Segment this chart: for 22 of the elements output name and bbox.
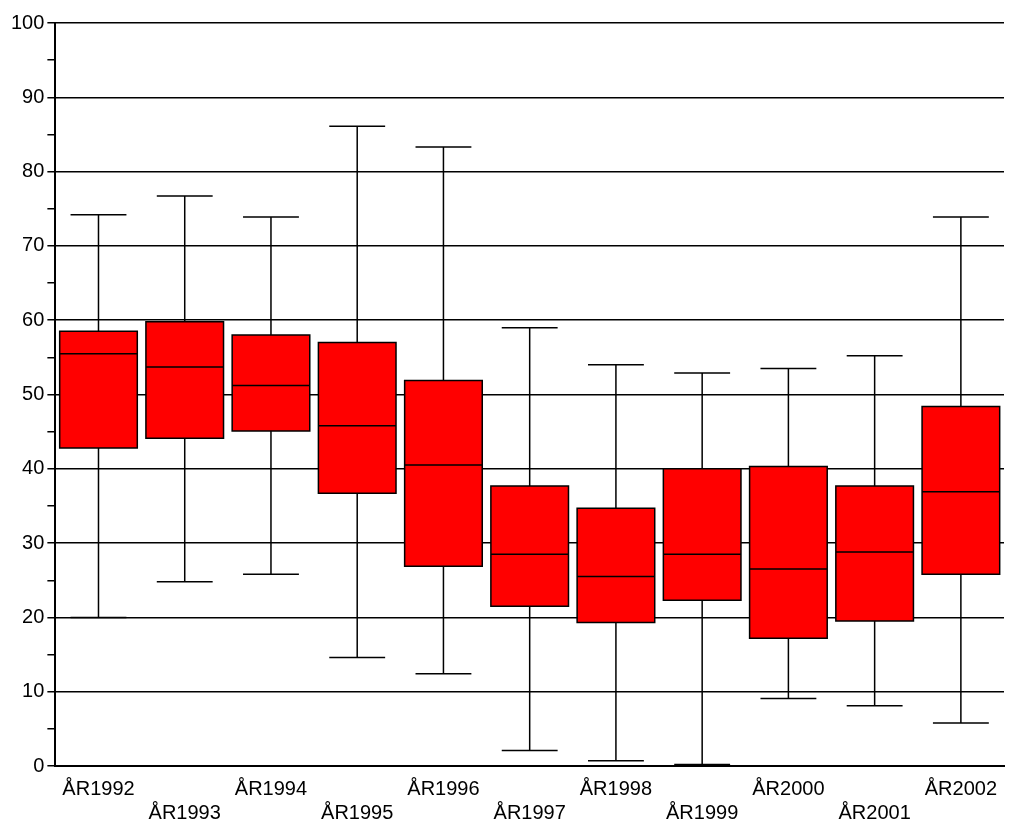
x-tick-label: ÅR1994 bbox=[234, 776, 308, 799]
y-tick-label: 20 bbox=[22, 604, 45, 627]
y-tick-label: 70 bbox=[22, 233, 45, 256]
x-tick-label: ÅR1995 bbox=[321, 800, 394, 823]
x-tick-label: ÅR1992 bbox=[62, 776, 135, 799]
y-tick-label: 40 bbox=[22, 456, 45, 479]
x-tick-label: ÅR2001 bbox=[838, 800, 911, 823]
x-tick-label: ÅR1996 bbox=[407, 776, 480, 799]
y-tick-label: 90 bbox=[22, 84, 45, 107]
y-tick-label: 60 bbox=[22, 307, 45, 330]
x-tick-label: ÅR2002 bbox=[924, 776, 998, 799]
y-tick-label: 50 bbox=[22, 382, 45, 405]
y-tick-label: 30 bbox=[22, 530, 45, 553]
y-tick-label: 100 bbox=[10, 10, 45, 33]
y-tick-label: 10 bbox=[22, 679, 45, 702]
y-tick-label: 80 bbox=[22, 159, 45, 182]
x-tick-label: ÅR1993 bbox=[148, 800, 221, 823]
x-tick-label: ÅR1997 bbox=[493, 800, 566, 823]
x-tick-label: ÅR1999 bbox=[666, 800, 739, 823]
x-tick-label: ÅR1998 bbox=[579, 776, 653, 799]
y-tick-label: 0 bbox=[33, 753, 45, 776]
x-tick-label: ÅR2000 bbox=[752, 776, 825, 799]
